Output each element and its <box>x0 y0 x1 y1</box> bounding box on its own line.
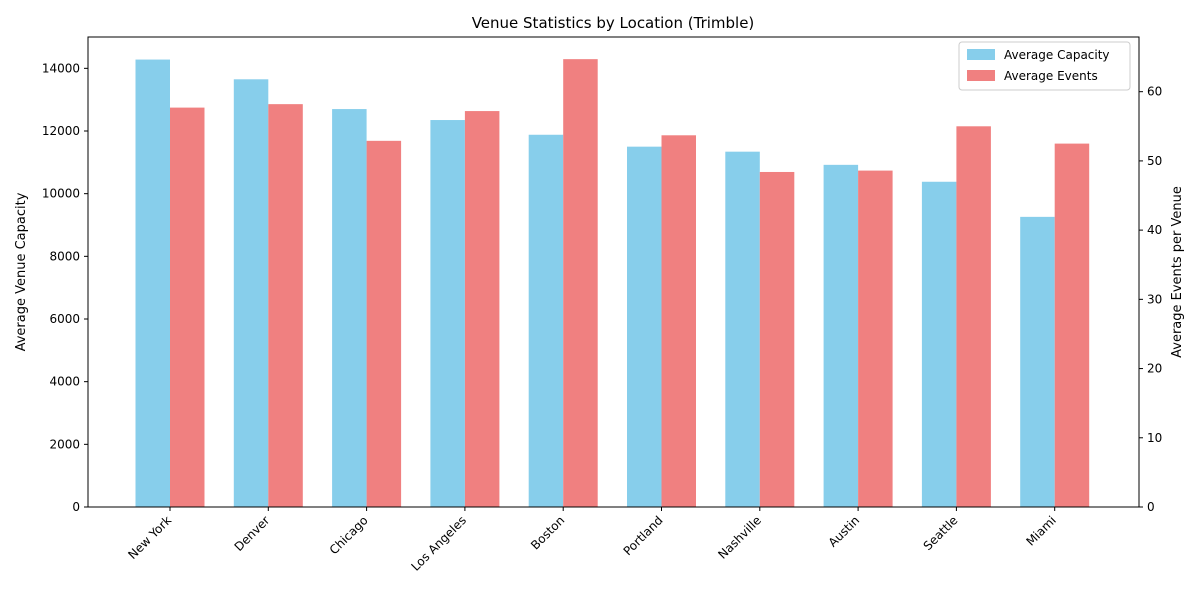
x-tick-label: Nashville <box>715 513 764 562</box>
bar-events <box>268 104 303 508</box>
bar-capacity <box>725 151 760 507</box>
legend-box <box>958 41 1131 91</box>
y2-tick-label: 40 <box>1147 223 1162 237</box>
y-tick-label: 12000 <box>42 124 80 138</box>
y2-axis-label: Average Events per Venue <box>1170 186 1185 358</box>
y-tick-label: 0 <box>72 500 80 514</box>
bar-capacity <box>921 181 957 507</box>
y-tick-label: 8000 <box>49 249 80 263</box>
y2-tick-label: 10 <box>1147 431 1162 445</box>
bar-capacity <box>233 79 269 508</box>
y-tick-label: 14000 <box>42 61 80 75</box>
bar-capacity <box>627 146 662 507</box>
chart-title: Venue Statistics by Location (Trimble) <box>472 14 755 32</box>
legend-swatch <box>967 49 995 60</box>
bar-capacity <box>528 134 564 507</box>
x-tick-label: Chicago <box>327 513 371 557</box>
x-tick-label: Austin <box>826 513 863 550</box>
y-tick-label: 2000 <box>49 437 80 451</box>
y2-tick-label: 0 <box>1147 500 1155 514</box>
bar-capacity <box>1020 216 1055 507</box>
x-tick-label: Portland <box>621 513 666 558</box>
y-tick-label: 4000 <box>49 375 80 389</box>
y-tick-label: 10000 <box>42 187 80 201</box>
y2-tick-label: 30 <box>1147 292 1162 306</box>
legend: Average Capacity Average Events <box>958 41 1131 91</box>
bar-capacity <box>823 164 859 507</box>
legend-swatch <box>967 70 995 81</box>
bar-capacity <box>430 120 465 508</box>
x-tick-label: Los Angeles <box>408 513 469 574</box>
x-tick-label: New York <box>125 513 174 562</box>
y2-tick-label: 60 <box>1147 85 1162 99</box>
bar-capacity <box>135 59 170 508</box>
bar-events <box>759 171 795 507</box>
bar-events <box>956 126 991 507</box>
legend-label: Average Capacity <box>1004 48 1110 62</box>
x-tick-label: Boston <box>528 513 567 552</box>
bar-events <box>858 170 893 508</box>
y-axis-label: Average Venue Capacity <box>14 192 29 351</box>
x-tick-label: Denver <box>232 513 273 554</box>
x-tick-label: Miami <box>1023 513 1058 548</box>
bar-events <box>1054 143 1090 507</box>
bar-events <box>366 140 402 507</box>
legend-label: Average Events <box>1004 69 1098 83</box>
y-tick-label: 6000 <box>49 312 80 326</box>
plot-frame <box>87 36 1140 508</box>
bar-events <box>464 111 500 507</box>
bar-events <box>170 107 205 508</box>
bar-events <box>563 59 598 508</box>
bar-capacity <box>332 109 367 508</box>
bar-events <box>661 135 696 507</box>
y2-tick-label: 50 <box>1147 154 1162 168</box>
x-tick-label: Seattle <box>921 513 961 553</box>
y2-tick-label: 20 <box>1147 362 1162 376</box>
